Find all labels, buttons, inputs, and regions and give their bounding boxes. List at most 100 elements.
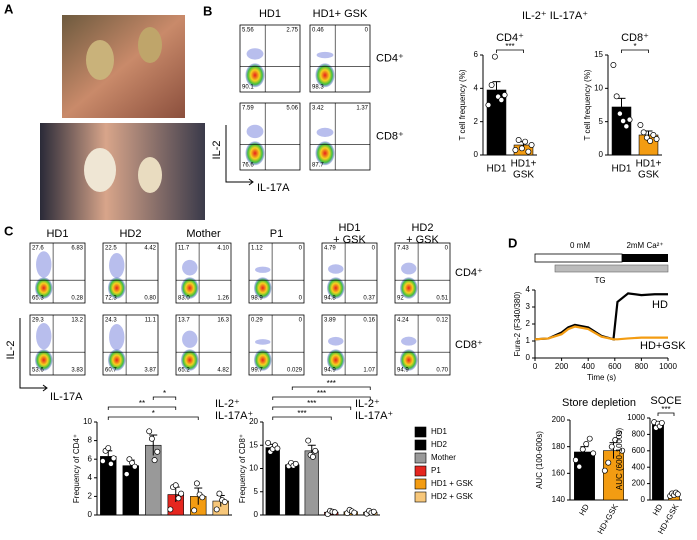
y-axis-label: AUC (100-600s) [535,431,544,489]
data-point [107,460,114,467]
data-point [131,463,138,470]
flow-density [246,124,264,139]
data-point [154,448,161,455]
quadrant-value: 7.43 [397,246,409,252]
data-point [199,494,206,501]
y-tick-label: 1000 [627,413,645,422]
data-point [590,450,597,457]
y-tick-label: 0 [254,510,259,519]
row-label: CD4⁺ [376,52,404,64]
y-tick-label: 200 [552,415,566,424]
quadrant-value: 16.3 [217,318,229,324]
annotation: IL-2⁺ IL-17A⁺ [215,398,253,422]
x-tick-label: HD1+ GSK [636,158,662,180]
flow-density [399,277,418,299]
quadrant-value: 1.12 [251,246,263,252]
quadrant-value: 0.46 [312,28,324,34]
data-point [105,445,112,451]
data-point [576,463,583,470]
sig-bracket [657,412,675,416]
quadrant-value: 5.06 [286,106,298,112]
sig-bracket [107,406,177,410]
data-point [605,459,612,466]
y-tick-label: 3 [526,302,531,311]
flow-density [245,63,265,88]
data-point [498,97,505,103]
data-point [608,443,615,450]
data-point [626,116,633,123]
flow-density [36,251,52,278]
sig-bracket [621,49,649,53]
flow-density [180,349,199,371]
chart-title: CD4⁺ [496,32,524,44]
chart-title: Store depletion [562,397,636,409]
data-point [216,490,223,497]
bar [265,447,280,516]
y-tick-label: 0 [641,495,646,504]
bar [304,450,319,516]
sig-label: * [163,389,166,398]
flow-density [401,336,417,346]
data-point [221,499,228,505]
quadrant-value: 1.26 [217,296,229,302]
data-point [151,457,158,464]
y-tick-label: 6 [88,454,93,463]
y-axis-label: T cell frequency (%) [458,69,467,140]
legend-swatch [414,439,427,451]
quadrant-value: 65.2 [178,368,190,374]
quadrant-value: 0 [299,318,303,324]
flow-density [182,259,198,276]
quadrant-value: 98.3 [312,85,324,91]
quadrant-value: 0.80 [144,296,156,302]
quadrant-value: 94.9 [397,368,409,374]
y-tick-label: 20 [249,417,258,426]
data-point [525,148,532,155]
quadrant-value: 13.2 [71,318,83,324]
flow-density [328,336,344,346]
quadrant-value: 72.3 [105,296,117,302]
panel-label: B [203,3,212,18]
series-line [534,292,668,341]
data-point [512,147,519,153]
legend-label: HD2 + GSK [431,492,474,501]
data-point [110,455,117,462]
axis-arrows [19,125,254,392]
y-tick-label: 180 [552,442,566,451]
nail [86,40,114,80]
y-tick-label: 400 [632,462,646,471]
y-tick-label: 0 [526,353,531,362]
flow-density [107,349,126,371]
quadrant-value: 0.28 [71,296,83,302]
annotation: IL-2⁺ IL-17A⁺ [355,398,393,422]
panel-label: C [4,223,14,238]
flow-density [246,48,264,60]
x-tick-label: HD [577,502,591,517]
quadrant-value: 83.0 [178,296,190,302]
quadrant-value: 11.7 [178,246,190,252]
legend-swatch [414,478,427,490]
data-point [658,419,665,426]
data-point [292,460,299,467]
legend-label: P1 [431,466,441,475]
quadrant-value: 0.51 [436,296,448,302]
y-axis-label: AUC (600-1000s) [615,428,624,491]
x-tick-label: 800 [635,362,649,371]
data-point [528,142,535,148]
flow-density [315,63,335,88]
flow-density [316,51,334,59]
y-tick-label: 2 [474,117,479,126]
data-point [518,145,525,152]
y-tick-label: 1 [526,336,531,345]
data-point [274,445,281,452]
flow-density [328,264,344,274]
data-point [616,110,623,117]
column-header: HD1+ GSK [333,222,366,246]
flow-density [315,141,335,166]
legend-label: HD [652,299,668,311]
y-tick-label: 4 [474,83,479,92]
x-tick-label: 200 [555,362,569,371]
data-point [522,138,529,145]
y-tick-label: 10 [83,417,92,426]
quadrant-value: 24.3 [105,318,117,324]
